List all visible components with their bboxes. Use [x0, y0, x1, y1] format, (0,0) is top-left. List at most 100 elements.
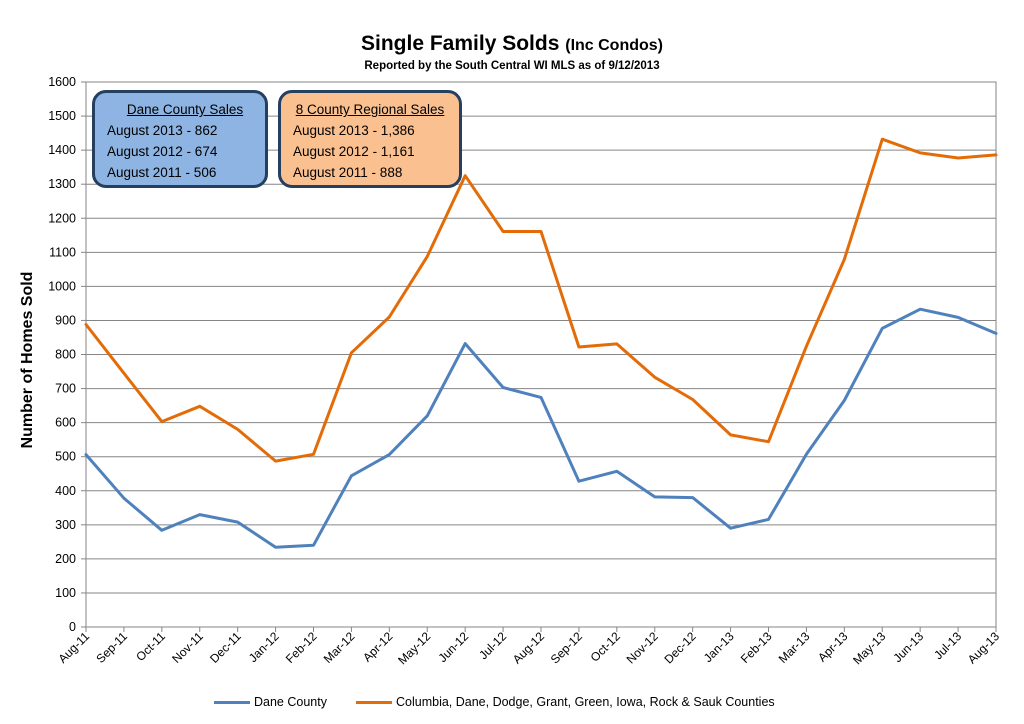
data-point-region	[691, 398, 694, 401]
legend-label-region: Columbia, Dane, Dodge, Grant, Green, Iow…	[396, 695, 775, 709]
x-tick-label: Jul-13	[931, 629, 964, 662]
data-point-region	[122, 372, 126, 375]
data-point-region	[236, 428, 239, 431]
x-tick-label: Jun-12	[435, 629, 471, 665]
x-tick-label: Jan-13	[701, 629, 737, 665]
y-tick-label: 300	[55, 518, 76, 532]
data-point-dane	[198, 513, 201, 516]
data-point-region	[881, 138, 884, 141]
region-box-line: August 2011 - 888	[293, 165, 403, 180]
data-point-dane	[274, 546, 277, 549]
chart-title: Single Family Solds (Inc Condos)	[361, 32, 663, 55]
data-point-region	[426, 255, 429, 258]
series-line-dane	[84, 307, 998, 549]
data-point-dane	[615, 470, 619, 473]
data-point-region	[84, 323, 88, 326]
legend-item-region: Columbia, Dane, Dodge, Grant, Green, Iow…	[356, 695, 775, 709]
data-point-dane	[463, 342, 467, 345]
data-point-dane	[994, 332, 998, 335]
x-tick-label: May-12	[395, 629, 433, 667]
y-tick-label: 1300	[48, 177, 76, 191]
data-point-region	[350, 351, 353, 354]
legend-label-dane: Dane County	[254, 695, 327, 709]
data-point-dane	[767, 518, 770, 521]
data-point-region	[956, 156, 960, 160]
x-tick-label: Jul-12	[476, 629, 509, 662]
data-point-region	[843, 258, 846, 261]
dane-box-line: August 2013 - 862	[107, 123, 218, 138]
region-box-line: August 2012 - 1,161	[293, 144, 415, 159]
chart-title-suffix: (Inc Condos)	[565, 37, 663, 54]
data-point-region	[577, 345, 581, 349]
legend-swatch-region	[356, 700, 392, 704]
data-point-dane	[160, 529, 164, 532]
x-tick-label: Oct-11	[133, 629, 168, 664]
x-tick-label: Mar-13	[776, 629, 813, 666]
data-point-region	[463, 174, 467, 177]
x-tick-label: Jan-12	[246, 629, 282, 665]
y-tick-label: 1600	[48, 75, 76, 89]
data-point-dane	[388, 453, 391, 456]
data-point-dane	[350, 474, 353, 477]
data-point-region	[767, 440, 770, 443]
legend-item-dane: Dane County	[214, 695, 327, 709]
y-tick-label: 200	[55, 552, 76, 566]
y-tick-label: 900	[55, 313, 76, 327]
y-tick-label: 600	[55, 416, 76, 430]
x-tick-label: Aug-12	[510, 629, 547, 666]
data-point-dane	[843, 399, 846, 402]
data-point-region	[160, 420, 164, 423]
x-tick-label: Dec-12	[662, 629, 699, 666]
data-point-region	[198, 405, 201, 408]
y-tick-label: 100	[55, 586, 76, 600]
y-axis-label: Number of Homes Sold	[19, 271, 36, 449]
data-point-region	[615, 342, 619, 346]
y-tick-label: 1400	[48, 143, 76, 157]
legend-swatch-dane	[214, 700, 250, 704]
data-point-region	[539, 230, 543, 233]
region-box-header: 8 County Regional Sales	[295, 102, 445, 117]
data-point-dane	[577, 480, 581, 483]
x-tick-label: Jun-13	[890, 629, 926, 665]
x-tick-label: Mar-12	[321, 629, 358, 666]
data-point-region	[388, 315, 391, 319]
data-point-dane	[729, 527, 732, 530]
x-tick-label: Feb-13	[738, 629, 775, 666]
data-point-dane	[312, 544, 315, 547]
dane-box-line: August 2012 - 674	[107, 144, 218, 159]
data-point-region	[994, 153, 998, 157]
data-point-region	[918, 151, 922, 155]
dane-box-line: August 2011 - 506	[107, 165, 217, 180]
data-point-dane	[805, 453, 808, 456]
data-point-dane	[956, 316, 960, 319]
data-point-dane	[918, 307, 922, 311]
data-point-region	[805, 345, 808, 348]
data-point-region	[653, 376, 656, 379]
y-tick-label: 0	[69, 620, 76, 634]
data-point-dane	[653, 495, 656, 499]
data-point-dane	[501, 386, 505, 389]
data-point-region	[312, 453, 315, 456]
y-tick-label: 500	[55, 450, 76, 464]
x-tick-label: Feb-12	[283, 629, 320, 666]
y-tick-label: 1100	[49, 245, 76, 259]
region-box-line: August 2013 - 1,386	[293, 123, 415, 138]
y-tick-label: 700	[55, 382, 76, 396]
x-tick-label: Dec-11	[207, 629, 244, 666]
dane-box-header: Dane County Sales	[126, 102, 244, 117]
regional-sales-box: 8 County Regional Sales August 2013 - 1,…	[278, 90, 462, 188]
data-point-region	[501, 230, 505, 233]
x-tick-label: Nov-12	[624, 629, 661, 666]
y-tick-label: 1200	[48, 211, 76, 225]
data-point-dane	[122, 497, 126, 500]
y-tick-label: 1000	[48, 279, 76, 293]
x-tick-label: Sep-12	[548, 629, 585, 666]
x-tick-label: Apr-12	[360, 629, 396, 665]
x-tick-label: Apr-13	[815, 629, 851, 665]
data-point-region	[274, 459, 277, 463]
x-tick-label: Oct-12	[588, 629, 624, 665]
y-tick-label: 1500	[48, 109, 76, 123]
data-point-dane	[426, 414, 429, 418]
data-point-dane	[84, 453, 88, 456]
